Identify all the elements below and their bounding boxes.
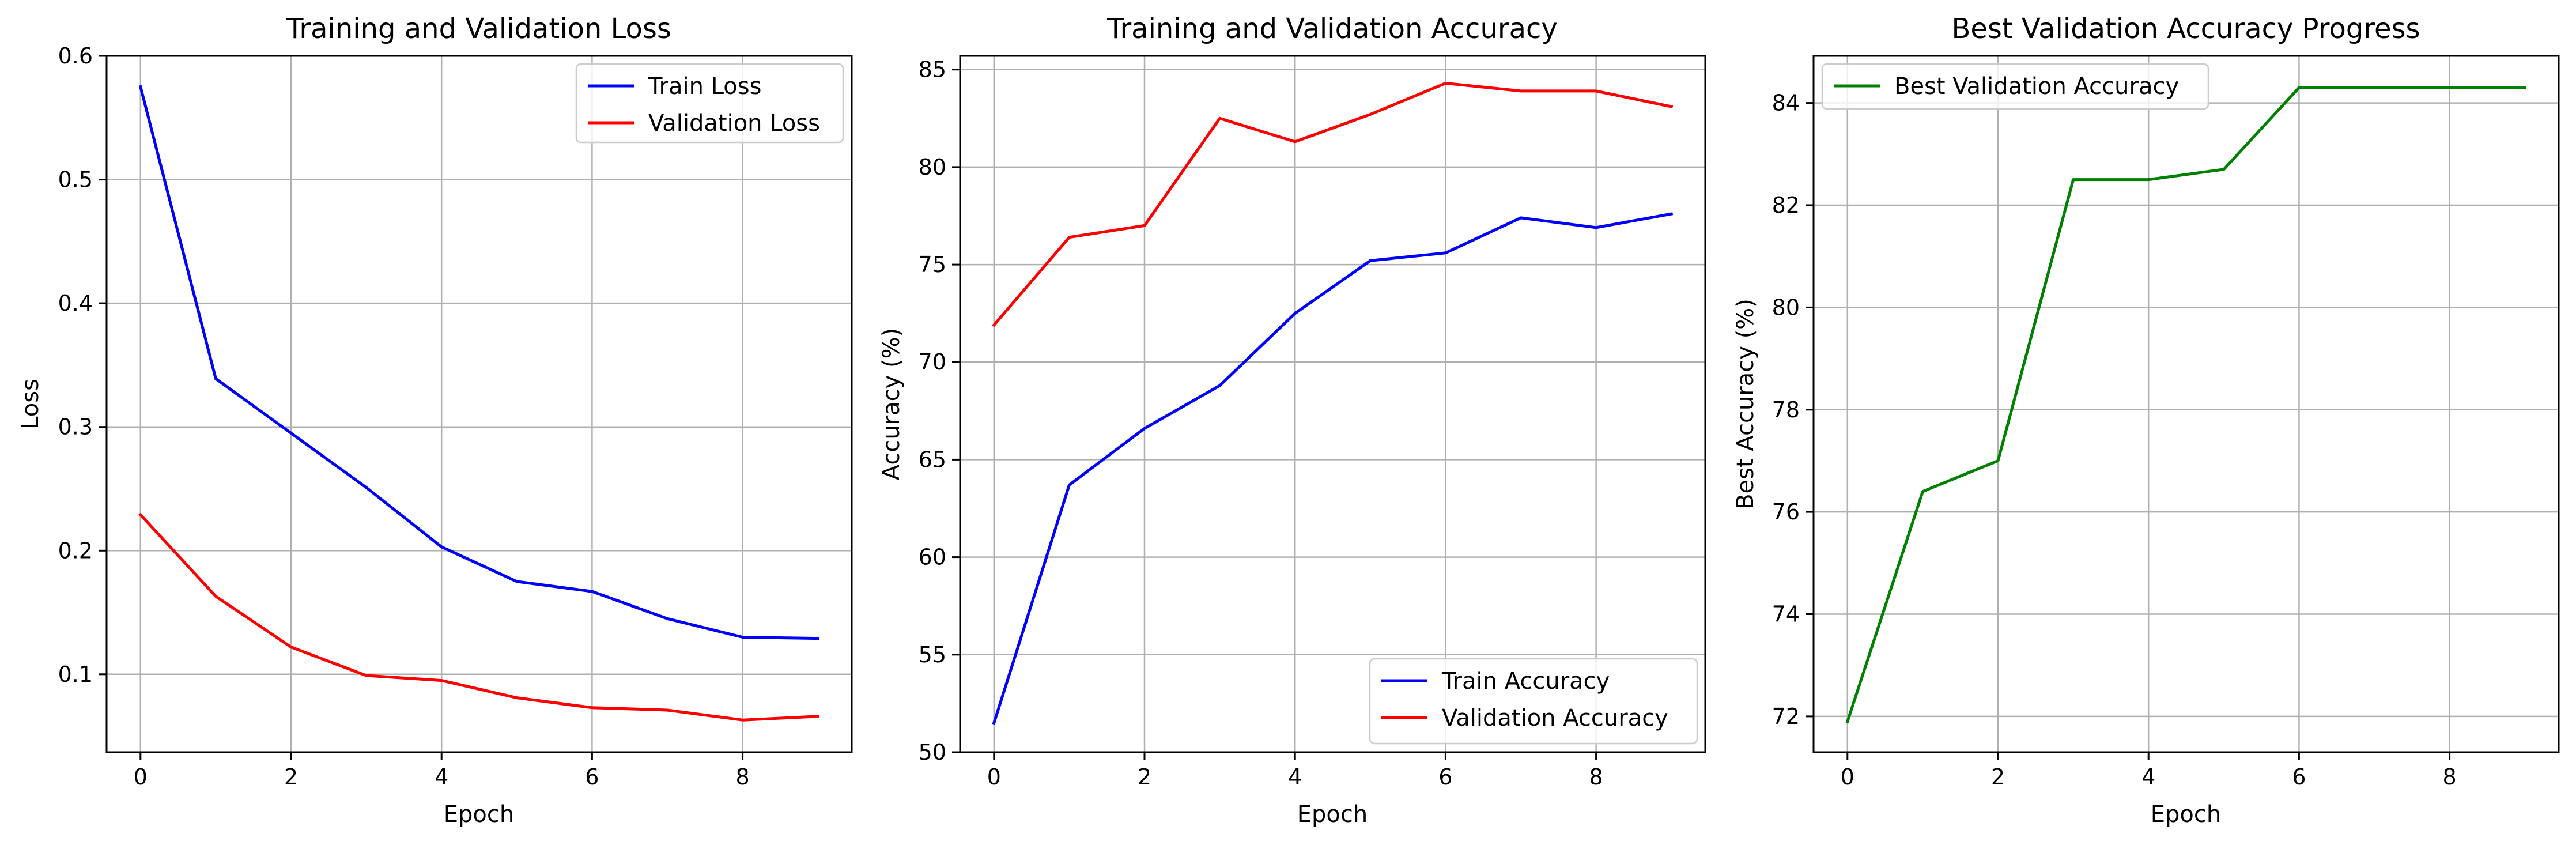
y-tick-label: 0.6 (58, 43, 93, 69)
legend-label: Validation Loss (648, 110, 820, 137)
y-tick-label: 50 (919, 740, 946, 765)
accuracy-chart-panel: 0 2 4 6 8 50 55 60 65 70 75 80 85 Training and Vali… (878, 13, 1706, 828)
x-axis-label: Epoch (444, 801, 514, 828)
x-tick-label: 8 (736, 764, 750, 790)
legend-label: Validation Accuracy (1442, 705, 1668, 731)
y-tick-label: 55 (919, 642, 946, 667)
y-tick-label: 80 (919, 154, 946, 180)
y-tick-label: 75 (919, 252, 946, 277)
x-tick-label: 0 (987, 764, 1001, 790)
y-axis-label: Accuracy (%) (878, 328, 905, 481)
y-axis-label: Loss (17, 379, 44, 429)
x-tick-label: 6 (2292, 764, 2306, 790)
y-tick-label: 0.4 (58, 291, 93, 316)
y-tick-label: 0.5 (58, 167, 93, 193)
loss-chart-panel: 0 2 4 6 8 0.1 0.2 0.3 0.4 0.5 0.6 Training and Va… (17, 13, 853, 828)
legend-box (1821, 63, 2209, 110)
x-tick-label: 0 (134, 764, 148, 790)
x-tick-label: 0 (1841, 764, 1854, 790)
y-tick-label: 84 (1772, 90, 1800, 116)
y-tick-label: 65 (919, 447, 946, 472)
chart-title: Training and Validation Accuracy (1106, 13, 1558, 45)
y-tick-label: 74 (1772, 602, 1800, 627)
x-tick-label: 6 (585, 764, 599, 790)
series-line (138, 512, 819, 722)
legend-label: Train Accuracy (1441, 668, 1610, 695)
x-tick-label: 2 (284, 764, 298, 790)
legend-label: Best Validation Accuracy (1894, 73, 2179, 100)
y-tick-label: 72 (1772, 704, 1800, 729)
y-tick-label: 78 (1772, 397, 1800, 423)
x-axis-label: Epoch (1297, 801, 1368, 828)
legend-box (1369, 658, 1698, 745)
y-tick-label: 0.1 (58, 662, 93, 687)
chart-title: Training and Validation Loss (286, 13, 671, 45)
y-tick-label: 85 (919, 57, 946, 82)
y-tick-label: 60 (919, 545, 946, 570)
chart-title: Best Validation Accuracy Progress (1951, 13, 2420, 45)
best-accuracy-chart-panel: 0 2 4 6 8 72 74 76 78 80 82 84 Best Validation Acc… (1732, 13, 2560, 828)
x-tick-label: 2 (1138, 764, 1151, 790)
y-tick-label: 76 (1772, 499, 1800, 525)
x-tick-label: 6 (1438, 764, 1452, 790)
x-tick-label: 2 (1991, 764, 2005, 790)
y-tick-label: 80 (1772, 295, 1800, 320)
series-line (138, 85, 819, 640)
legend-label: Train Loss (648, 73, 761, 100)
y-axis-label: Best Accuracy (%) (1732, 299, 1759, 510)
x-axis-label: Epoch (2151, 801, 2221, 828)
y-tick-label: 82 (1772, 193, 1800, 218)
series-line (1845, 86, 2526, 723)
y-tick-label: 0.3 (58, 414, 93, 440)
x-tick-label: 8 (2443, 764, 2457, 790)
x-tick-label: 4 (2141, 764, 2155, 790)
series-line (992, 212, 1674, 725)
y-tick-label: 70 (919, 349, 946, 375)
x-tick-label: 4 (1288, 764, 1302, 790)
x-tick-label: 4 (435, 764, 448, 790)
x-tick-label: 8 (1589, 764, 1603, 790)
series-line (992, 81, 1674, 327)
y-tick-label: 0.2 (58, 538, 93, 563)
legend-box (575, 63, 844, 144)
